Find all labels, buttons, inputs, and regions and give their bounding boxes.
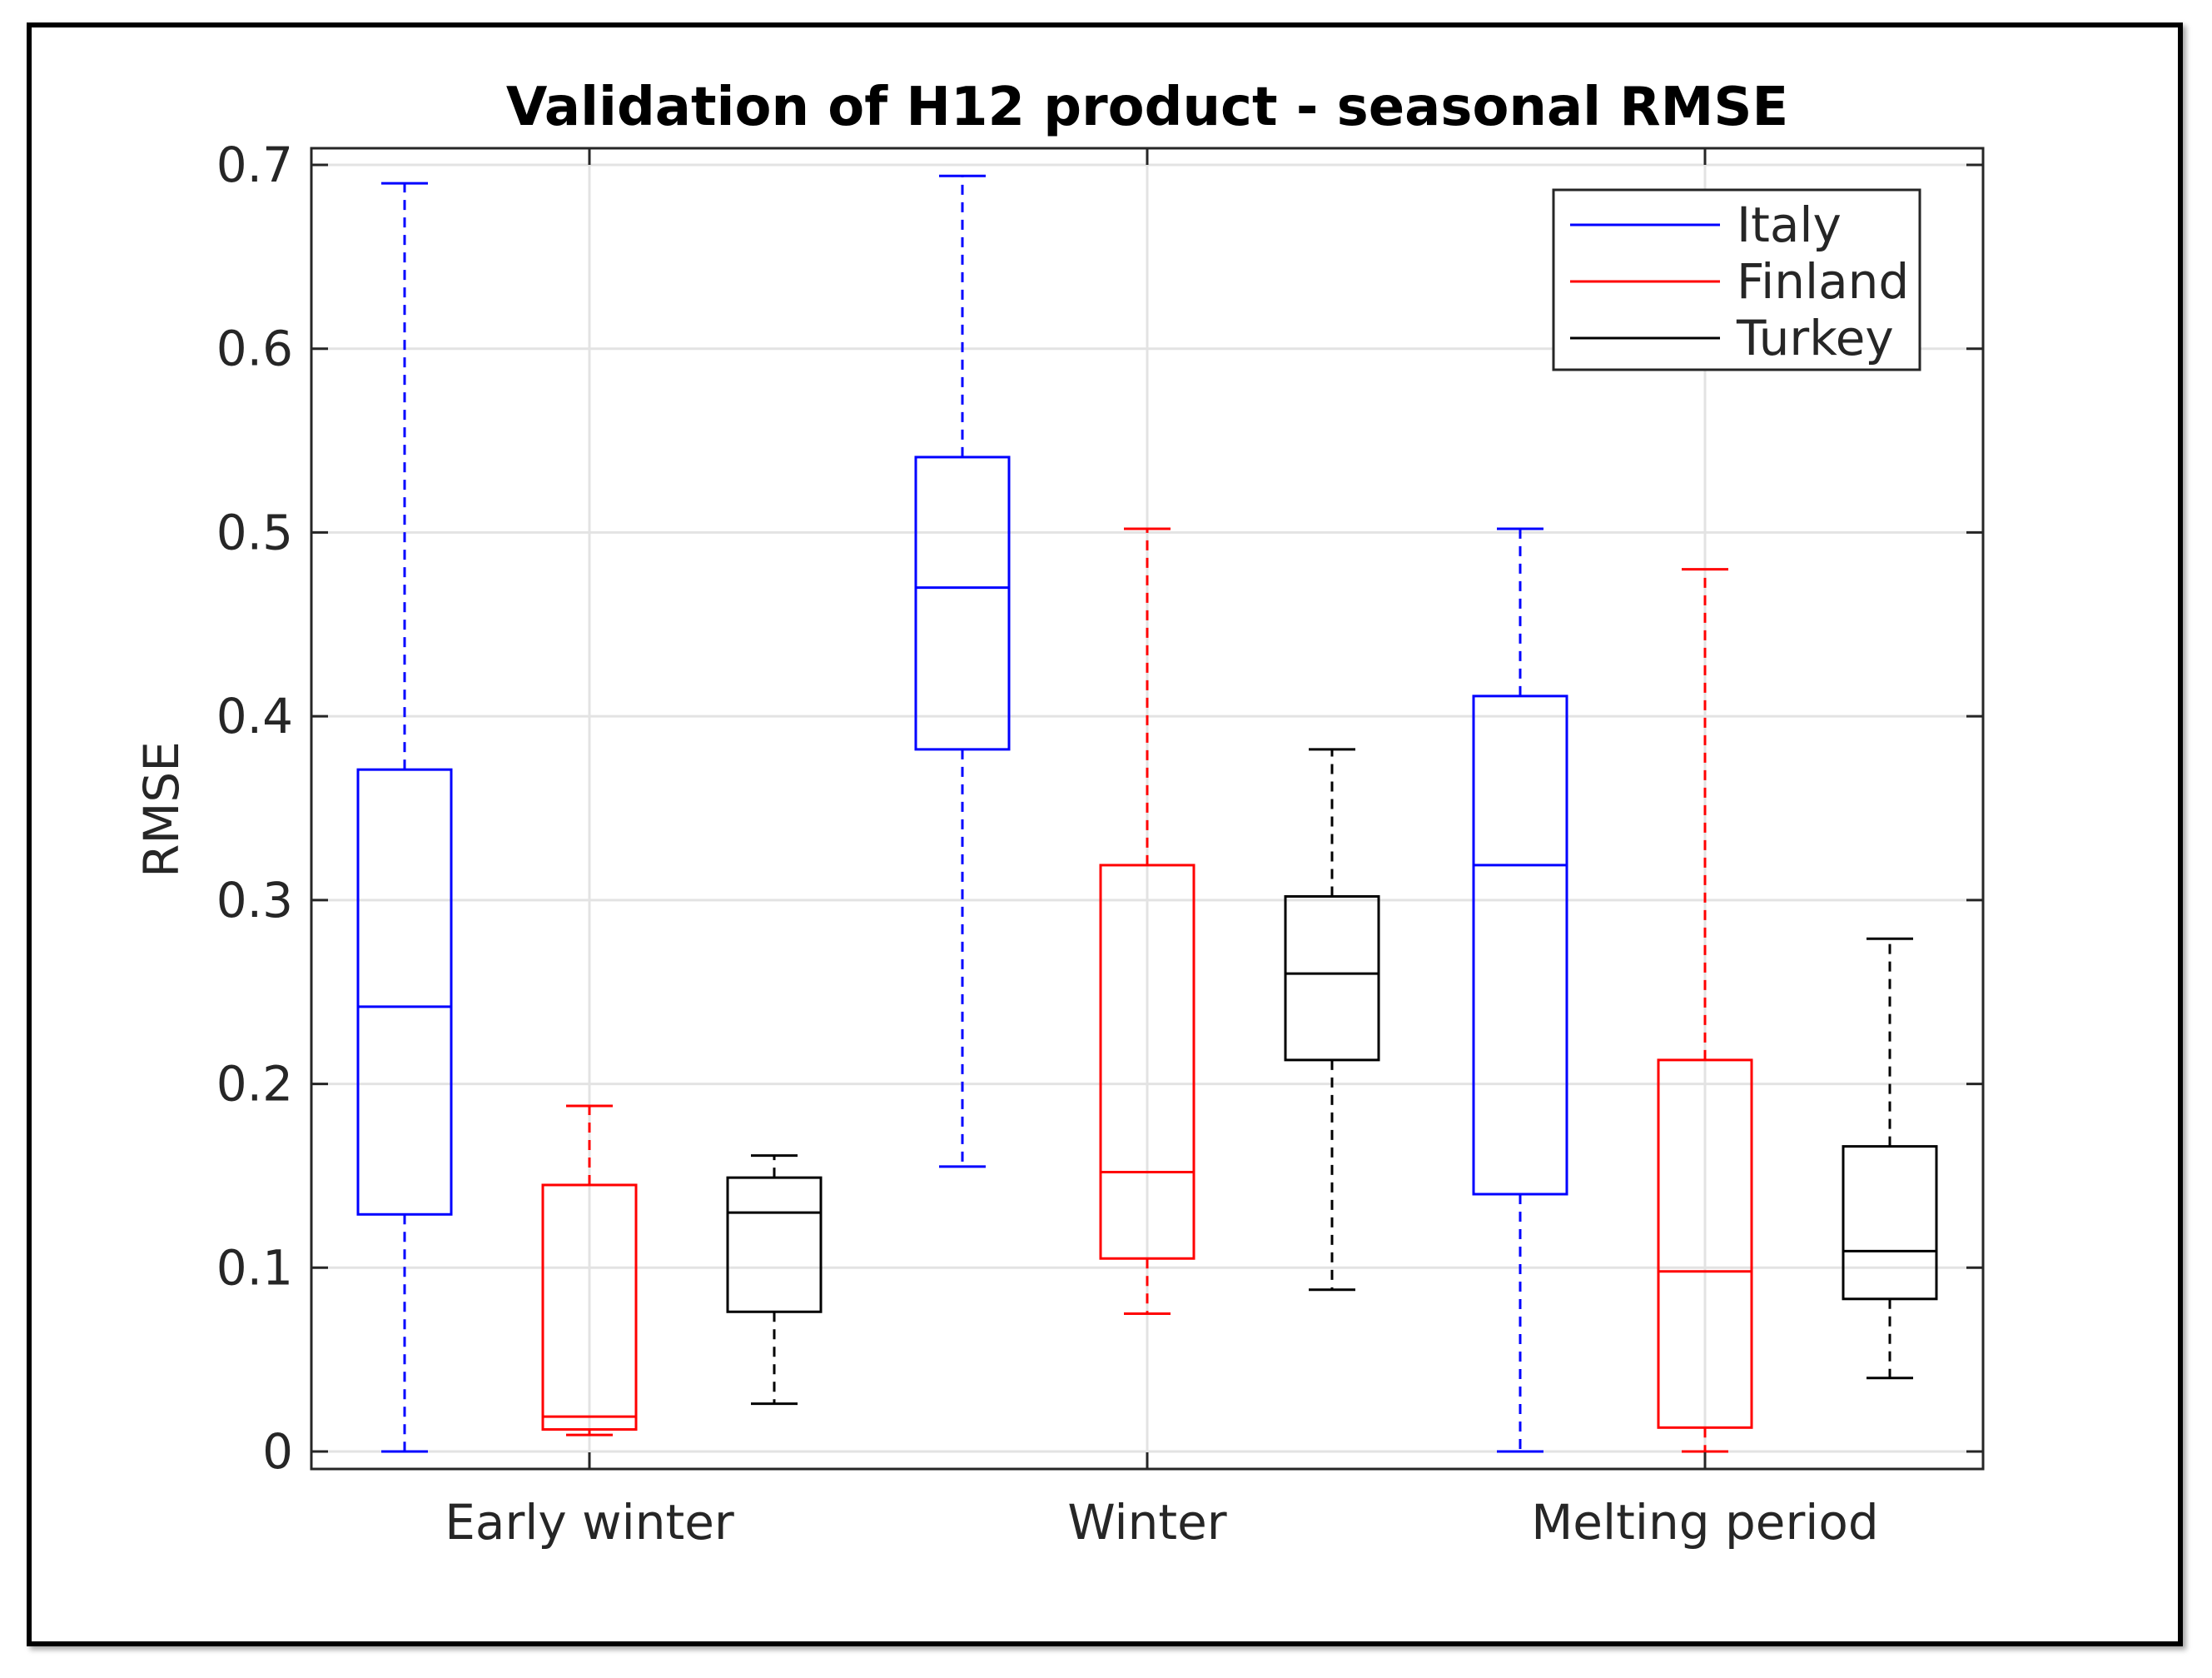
y-tick-label: 0.5 (216, 504, 293, 560)
y-tick-label: 0.2 (216, 1056, 293, 1113)
iqr-box (1842, 1145, 1938, 1301)
box-italy-1 (914, 174, 1011, 1168)
y-tick-label: 0.6 (216, 321, 293, 377)
y-tick-label: 0 (262, 1423, 293, 1480)
iqr-box (1472, 695, 1568, 1196)
iqr-box (541, 1183, 638, 1432)
box-turkey-0 (726, 1154, 823, 1406)
iqr-box (726, 1176, 823, 1313)
y-tick-label: 0.4 (216, 688, 293, 744)
iqr-box (1657, 1058, 1753, 1429)
x-tick-label: Winter (1067, 1494, 1226, 1551)
chart-title: Validation of H12 product - seasonal RMS… (506, 77, 1788, 138)
legend-box (1552, 188, 1921, 371)
box-finland-0 (541, 1104, 638, 1437)
x-tick-label: Melting period (1531, 1494, 1878, 1551)
y-tick-label: 0.7 (216, 137, 293, 193)
iqr-box (1284, 894, 1380, 1062)
iqr-box (356, 768, 453, 1216)
box-series (356, 174, 1938, 1453)
legend-label-turkey: Turkey (1736, 310, 1894, 366)
y-tick-label: 0.1 (216, 1239, 293, 1296)
x-tick-label: Early winter (445, 1494, 734, 1551)
legend-label-finland: Finland (1737, 253, 1909, 310)
box-turkey-1 (1284, 748, 1380, 1292)
box-italy-0 (356, 182, 453, 1453)
axis-ticks: 0 0.1 0.2 0.3 0.4 0.5 0.6 0.7 Early winter Winter… (216, 137, 1983, 1551)
legend-label-italy: Italy (1737, 197, 1842, 253)
box-italy-2 (1472, 527, 1568, 1453)
iqr-box (914, 456, 1011, 751)
box-finland-1 (1099, 527, 1195, 1315)
y-axis-label: RMSE (133, 741, 190, 878)
y-tick-label: 0.3 (216, 872, 293, 929)
box-finland-2 (1657, 568, 1753, 1453)
box-turkey-2 (1842, 937, 1938, 1380)
iqr-box (1099, 864, 1195, 1260)
